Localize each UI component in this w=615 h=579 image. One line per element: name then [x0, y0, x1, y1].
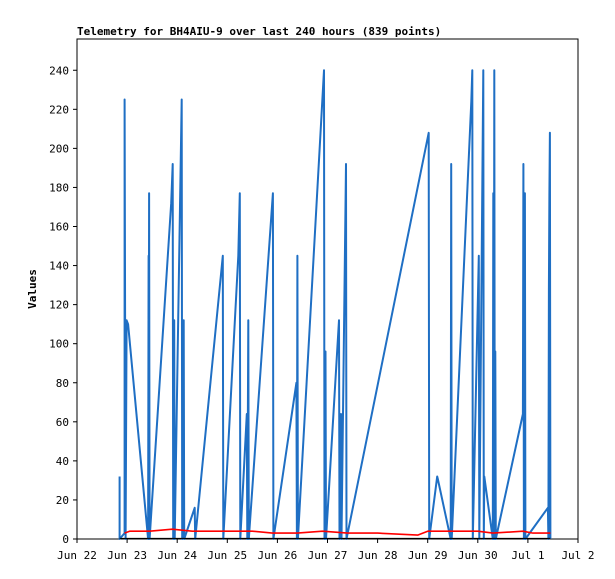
x-tick-label: Jun 23 [107, 549, 147, 562]
chart-title: Telemetry for BH4AIU-9 over last 240 hou… [77, 25, 441, 38]
x-tick-label: Jul 2 [561, 549, 594, 562]
series-layer [118, 69, 552, 540]
y-tick-label: 140 [49, 260, 69, 273]
y-tick-label: 240 [49, 64, 69, 77]
x-tick-label: Jun 22 [57, 549, 97, 562]
y-tick-label: 80 [56, 377, 69, 390]
y-tick-label: 180 [49, 181, 69, 194]
y-tick-label: 0 [62, 533, 69, 546]
series-line-0 [118, 69, 552, 540]
series-line-1 [124, 528, 551, 536]
x-tick-label: Jul 1 [511, 549, 544, 562]
y-axis-label: Values [26, 269, 39, 309]
y-axis: 0 20 40 60 80 100 120 140 160 180 200 220 240 [49, 64, 77, 546]
y-tick-label: 200 [49, 142, 69, 155]
x-tick-label: Jun 30 [458, 549, 498, 562]
plot-frame [76, 38, 579, 540]
y-tick-label: 220 [49, 103, 69, 116]
x-tick-label: Jun 27 [308, 549, 348, 562]
y-tick-label: 20 [56, 494, 69, 507]
y-tick-label: 40 [56, 455, 69, 468]
y-tick-label: 160 [49, 221, 69, 234]
y-tick-label: 60 [56, 416, 69, 429]
x-axis: Jun 22 Jun 23 Jun 24 Jun 25 Jun 26 Jun 27 Jun … [57, 539, 595, 562]
y-tick-label: 120 [49, 299, 69, 312]
y-tick-label: 100 [49, 338, 69, 351]
x-tick-label: Jun 25 [207, 549, 247, 562]
x-tick-label: Jun 24 [157, 549, 197, 562]
x-tick-label: Jun 28 [358, 549, 398, 562]
x-tick-label: Jun 29 [408, 549, 448, 562]
x-tick-label: Jun 26 [258, 549, 298, 562]
